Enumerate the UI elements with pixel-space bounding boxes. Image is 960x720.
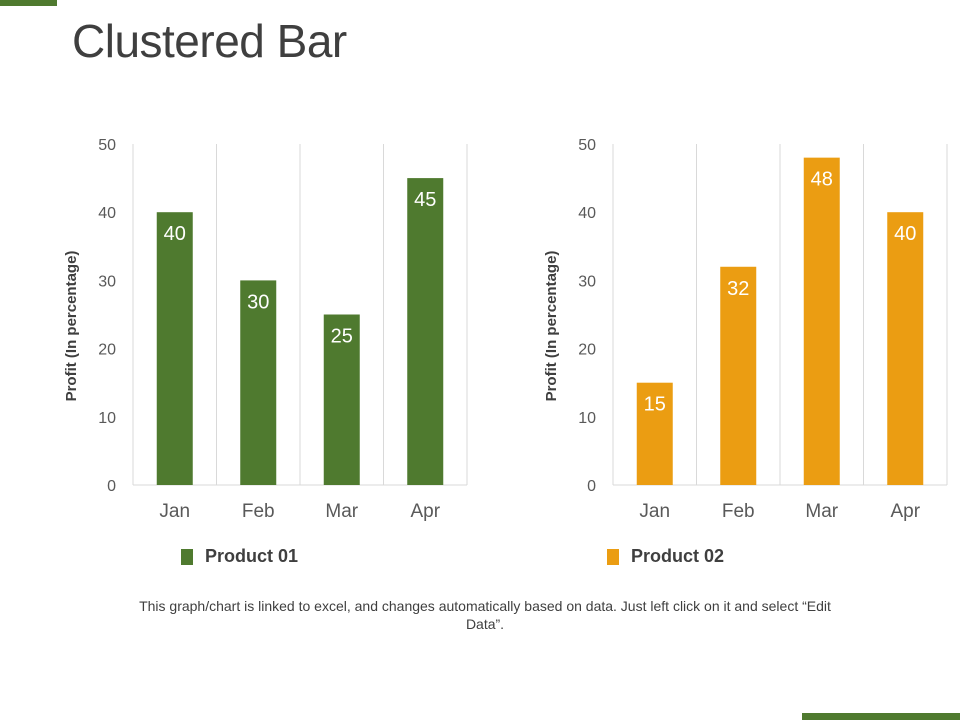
y-tick-label: 40 bbox=[578, 205, 596, 222]
x-tick-label: Apr bbox=[410, 501, 440, 522]
slide-title: Clustered Bar bbox=[72, 15, 347, 67]
data-label: 25 bbox=[331, 326, 353, 348]
data-label: 48 bbox=[811, 169, 833, 191]
legend-swatch bbox=[181, 548, 193, 565]
x-tick-label: Apr bbox=[890, 501, 920, 522]
data-label: 40 bbox=[164, 223, 186, 245]
legend-label: Product 01 bbox=[205, 546, 299, 566]
y-tick-label: 0 bbox=[587, 478, 596, 495]
x-tick-label: Mar bbox=[325, 501, 358, 522]
data-label: 45 bbox=[414, 189, 436, 211]
y-tick-label: 0 bbox=[107, 478, 116, 495]
y-tick-label: 30 bbox=[98, 273, 116, 290]
y-tick-label: 10 bbox=[578, 410, 596, 427]
bar bbox=[887, 212, 924, 485]
bar bbox=[803, 157, 840, 485]
bar bbox=[636, 382, 673, 485]
footnote-text: This graph/chart is linked to excel, and… bbox=[139, 598, 831, 632]
accent-bar-bottom bbox=[802, 713, 960, 720]
accent-bar-top bbox=[0, 0, 57, 6]
x-tick-label: Feb bbox=[242, 501, 275, 522]
y-tick-label: 50 bbox=[578, 137, 596, 154]
legend-product-01: Product 01 bbox=[181, 546, 298, 567]
bar bbox=[323, 314, 360, 485]
bar bbox=[720, 266, 757, 485]
y-tick-label: 10 bbox=[98, 410, 116, 427]
y-axis-title: Profit (In percentage) bbox=[63, 251, 80, 402]
bar-chart-product-01[interactable]: 0 10 20 30 40 50 Profit (In percentage) 40 Jan 30… bbox=[0, 0, 470, 580]
legend-label: Product 02 bbox=[631, 546, 725, 566]
data-label: 15 bbox=[644, 394, 666, 416]
y-tick-label: 20 bbox=[578, 342, 596, 359]
y-tick-label: 30 bbox=[578, 273, 596, 290]
y-tick-label: 50 bbox=[98, 137, 116, 154]
bar bbox=[407, 178, 444, 485]
y-tick-label: 20 bbox=[98, 342, 116, 359]
y-axis-title: Profit (In percentage) bbox=[543, 251, 560, 402]
x-tick-label: Feb bbox=[722, 501, 755, 522]
y-tick-label: 40 bbox=[98, 205, 116, 222]
x-tick-label: Jan bbox=[159, 501, 190, 522]
legend-product-02: Product 02 bbox=[607, 546, 724, 567]
bar-chart-product-02[interactable]: 0 10 20 30 40 50 Profit (In percentage) 15 Jan 32… bbox=[480, 0, 950, 580]
legend-swatch bbox=[607, 548, 619, 565]
bar bbox=[240, 280, 277, 485]
data-label: 40 bbox=[894, 223, 916, 245]
data-label: 30 bbox=[247, 291, 269, 313]
data-label: 32 bbox=[727, 278, 749, 300]
x-tick-label: Jan bbox=[639, 501, 670, 522]
x-tick-label: Mar bbox=[805, 501, 838, 522]
bar bbox=[156, 212, 193, 485]
